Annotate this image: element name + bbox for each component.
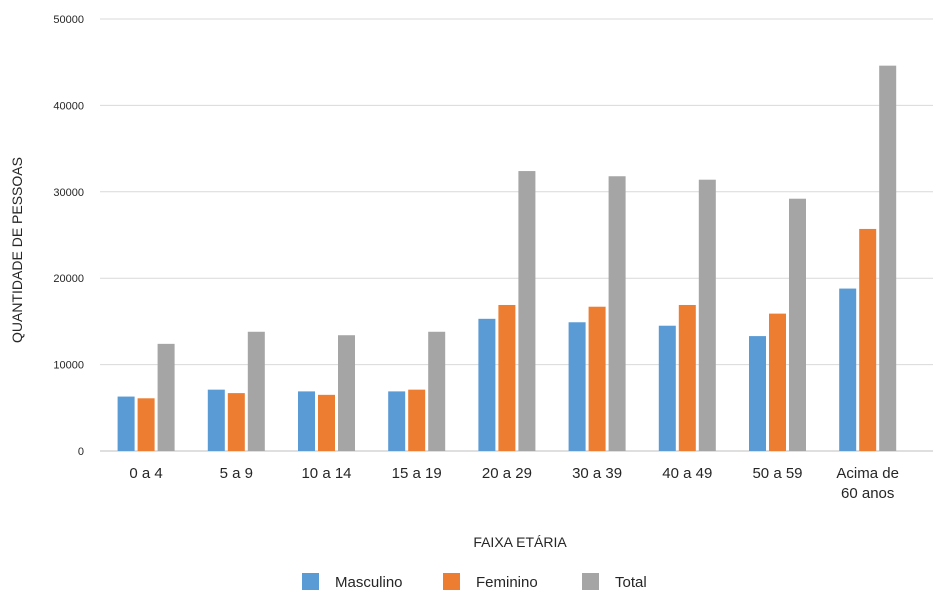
y-axis-title: QUANTIDADE DE PESSOAS bbox=[9, 157, 25, 343]
x-axis-title: FAIXA ETÁRIA bbox=[473, 534, 567, 550]
legend: Masculino Feminino Total bbox=[302, 573, 647, 591]
gridlines bbox=[100, 18, 933, 452]
bar-masculino bbox=[298, 391, 315, 451]
bar-feminino bbox=[859, 228, 877, 451]
bar-masculino bbox=[388, 391, 406, 451]
bars bbox=[117, 65, 897, 452]
y-tick-label: 10000 bbox=[53, 360, 84, 372]
x-tick-label: 20 a 29 bbox=[482, 465, 532, 482]
bar-feminino bbox=[318, 394, 335, 451]
bar-total bbox=[608, 176, 626, 452]
bar-total bbox=[879, 65, 897, 451]
y-tick-label: 40000 bbox=[53, 100, 84, 112]
bar-masculino bbox=[478, 318, 496, 451]
bar-feminino bbox=[227, 393, 245, 451]
x-tick-label: 50 a 59 bbox=[752, 465, 802, 482]
bar-total bbox=[428, 331, 446, 451]
bar-masculino bbox=[568, 322, 586, 451]
legend-label-total: Total bbox=[615, 574, 647, 591]
bar-masculino bbox=[117, 396, 135, 451]
y-tick-label: 20000 bbox=[53, 273, 84, 285]
x-tick-label: Acima de bbox=[836, 465, 899, 482]
x-axis-categories: 0 a 4 5 a 9 10 a 14 15 a 19 20 a 29 30 a 39 40… bbox=[129, 465, 899, 502]
x-tick-label: 0 a 4 bbox=[129, 465, 162, 482]
legend-label-masculino: Masculino bbox=[335, 574, 403, 591]
y-tick-label: 30000 bbox=[53, 187, 84, 199]
bar-total bbox=[247, 331, 265, 451]
bar-masculino bbox=[749, 336, 766, 451]
bar-feminino bbox=[678, 304, 696, 451]
legend-swatch-masculino bbox=[302, 573, 319, 590]
bar-total bbox=[789, 198, 806, 451]
bar-feminino bbox=[408, 389, 426, 451]
bar-total bbox=[518, 171, 536, 451]
bar-total bbox=[338, 335, 355, 451]
bar-feminino bbox=[769, 313, 786, 451]
bar-feminino bbox=[498, 304, 516, 451]
bar-total bbox=[157, 343, 175, 451]
x-tick-label: 30 a 39 bbox=[572, 465, 622, 482]
bar-total bbox=[698, 179, 716, 452]
y-tick-label: 50000 bbox=[53, 14, 84, 26]
bar-feminino bbox=[137, 398, 155, 451]
x-tick-label: 15 a 19 bbox=[392, 465, 442, 482]
legend-swatch-feminino bbox=[443, 573, 460, 590]
legend-swatch-total bbox=[582, 573, 599, 590]
y-axis-ticks: 0 10000 20000 30000 40000 50000 bbox=[53, 14, 84, 458]
x-tick-label: 40 a 49 bbox=[662, 465, 712, 482]
bar-masculino bbox=[839, 288, 857, 451]
y-tick-label: 0 bbox=[78, 446, 84, 458]
bar-feminino bbox=[588, 306, 606, 451]
bar-masculino bbox=[658, 325, 676, 451]
bar-masculino bbox=[207, 389, 225, 451]
x-tick-label: 5 a 9 bbox=[220, 465, 253, 482]
x-tick-label: 60 anos bbox=[841, 485, 894, 502]
legend-label-feminino: Feminino bbox=[476, 574, 538, 591]
x-tick-label: 10 a 14 bbox=[301, 465, 351, 482]
